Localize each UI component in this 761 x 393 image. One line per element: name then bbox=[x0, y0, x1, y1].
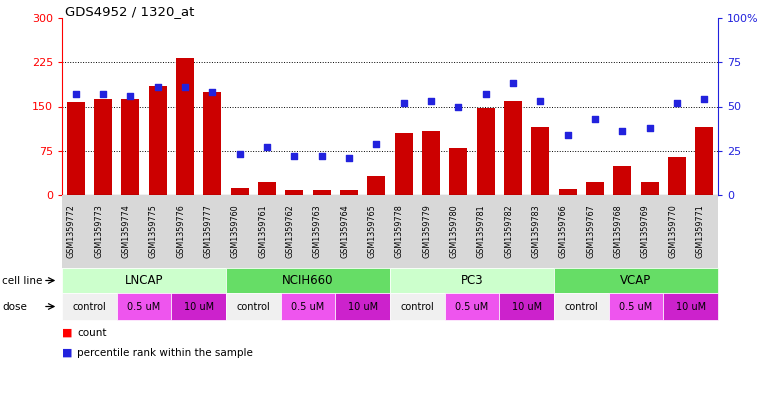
Text: GSM1359760: GSM1359760 bbox=[231, 205, 240, 258]
Text: GSM1359781: GSM1359781 bbox=[476, 205, 486, 258]
Text: GSM1359780: GSM1359780 bbox=[449, 205, 458, 258]
Bar bbox=[203, 92, 221, 195]
Bar bbox=[422, 131, 440, 195]
Bar bbox=[176, 58, 194, 195]
Point bbox=[261, 144, 273, 151]
Text: GSM1359767: GSM1359767 bbox=[586, 205, 595, 258]
Text: GSM1359782: GSM1359782 bbox=[504, 205, 513, 258]
Point bbox=[452, 103, 464, 110]
Text: 10 uM: 10 uM bbox=[183, 301, 214, 312]
Text: cell line: cell line bbox=[2, 275, 43, 285]
Text: GSM1359772: GSM1359772 bbox=[67, 205, 75, 259]
Point bbox=[69, 91, 81, 97]
Bar bbox=[231, 188, 249, 195]
Bar bbox=[122, 99, 139, 195]
Bar bbox=[450, 148, 467, 195]
Text: count: count bbox=[77, 328, 107, 338]
Point bbox=[316, 153, 328, 159]
Bar bbox=[258, 182, 276, 195]
Point bbox=[124, 93, 136, 99]
Bar bbox=[641, 182, 658, 195]
Point bbox=[671, 100, 683, 106]
Text: dose: dose bbox=[2, 301, 27, 312]
Bar bbox=[477, 108, 495, 195]
Bar bbox=[368, 176, 385, 195]
Text: 10 uM: 10 uM bbox=[348, 301, 377, 312]
Bar bbox=[613, 165, 631, 195]
Point bbox=[97, 91, 109, 97]
Text: NCIH660: NCIH660 bbox=[282, 274, 334, 287]
Text: ■: ■ bbox=[62, 328, 72, 338]
Bar bbox=[94, 99, 112, 195]
Text: GSM1359766: GSM1359766 bbox=[559, 205, 568, 258]
Text: GSM1359776: GSM1359776 bbox=[176, 205, 185, 258]
Text: percentile rank within the sample: percentile rank within the sample bbox=[77, 348, 253, 358]
Text: GSM1359770: GSM1359770 bbox=[668, 205, 677, 258]
Text: control: control bbox=[565, 301, 598, 312]
Text: ■: ■ bbox=[62, 348, 72, 358]
Text: control: control bbox=[400, 301, 435, 312]
Bar bbox=[340, 190, 358, 195]
Text: 0.5 uM: 0.5 uM bbox=[291, 301, 325, 312]
Bar bbox=[67, 102, 84, 195]
Point bbox=[397, 100, 409, 106]
Bar bbox=[668, 157, 686, 195]
Text: GSM1359774: GSM1359774 bbox=[121, 205, 130, 258]
Text: 0.5 uM: 0.5 uM bbox=[455, 301, 489, 312]
Text: GSM1359769: GSM1359769 bbox=[641, 205, 650, 258]
Point bbox=[151, 84, 164, 90]
Text: GSM1359764: GSM1359764 bbox=[340, 205, 349, 258]
Point bbox=[589, 116, 601, 122]
Text: GSM1359765: GSM1359765 bbox=[368, 205, 377, 258]
Point bbox=[371, 141, 383, 147]
Text: GSM1359779: GSM1359779 bbox=[422, 205, 431, 259]
Text: 10 uM: 10 uM bbox=[511, 301, 542, 312]
Point bbox=[479, 91, 492, 97]
Bar bbox=[285, 190, 303, 195]
Point bbox=[234, 151, 246, 158]
Text: 0.5 uM: 0.5 uM bbox=[619, 301, 653, 312]
Bar bbox=[504, 101, 522, 195]
Bar bbox=[313, 190, 330, 195]
Text: GSM1359773: GSM1359773 bbox=[94, 205, 103, 258]
Text: VCAP: VCAP bbox=[620, 274, 651, 287]
Text: GSM1359762: GSM1359762 bbox=[285, 205, 295, 258]
Point bbox=[644, 125, 656, 131]
Point bbox=[343, 155, 355, 161]
Text: GSM1359783: GSM1359783 bbox=[531, 205, 540, 258]
Bar bbox=[395, 133, 412, 195]
Text: LNCAP: LNCAP bbox=[125, 274, 164, 287]
Bar bbox=[149, 86, 167, 195]
Text: GSM1359763: GSM1359763 bbox=[313, 205, 322, 258]
Point bbox=[699, 96, 711, 103]
Text: GSM1359775: GSM1359775 bbox=[148, 205, 158, 259]
Bar bbox=[586, 182, 604, 195]
Point bbox=[425, 98, 437, 104]
Point bbox=[507, 80, 519, 86]
Text: GSM1359771: GSM1359771 bbox=[696, 205, 705, 258]
Text: GSM1359778: GSM1359778 bbox=[395, 205, 403, 258]
Point bbox=[616, 128, 629, 134]
Text: GDS4952 / 1320_at: GDS4952 / 1320_at bbox=[65, 5, 194, 18]
Text: control: control bbox=[237, 301, 270, 312]
Bar bbox=[559, 189, 577, 195]
Text: PC3: PC3 bbox=[460, 274, 483, 287]
Text: 10 uM: 10 uM bbox=[676, 301, 705, 312]
Point bbox=[534, 98, 546, 104]
Text: GSM1359777: GSM1359777 bbox=[203, 205, 212, 259]
Point bbox=[179, 84, 191, 90]
Text: GSM1359761: GSM1359761 bbox=[258, 205, 267, 258]
Text: control: control bbox=[72, 301, 107, 312]
Text: 0.5 uM: 0.5 uM bbox=[127, 301, 161, 312]
Point bbox=[288, 153, 301, 159]
Text: GSM1359768: GSM1359768 bbox=[613, 205, 622, 258]
Point bbox=[206, 89, 218, 95]
Point bbox=[562, 132, 574, 138]
Bar bbox=[531, 127, 549, 195]
Bar bbox=[696, 127, 713, 195]
